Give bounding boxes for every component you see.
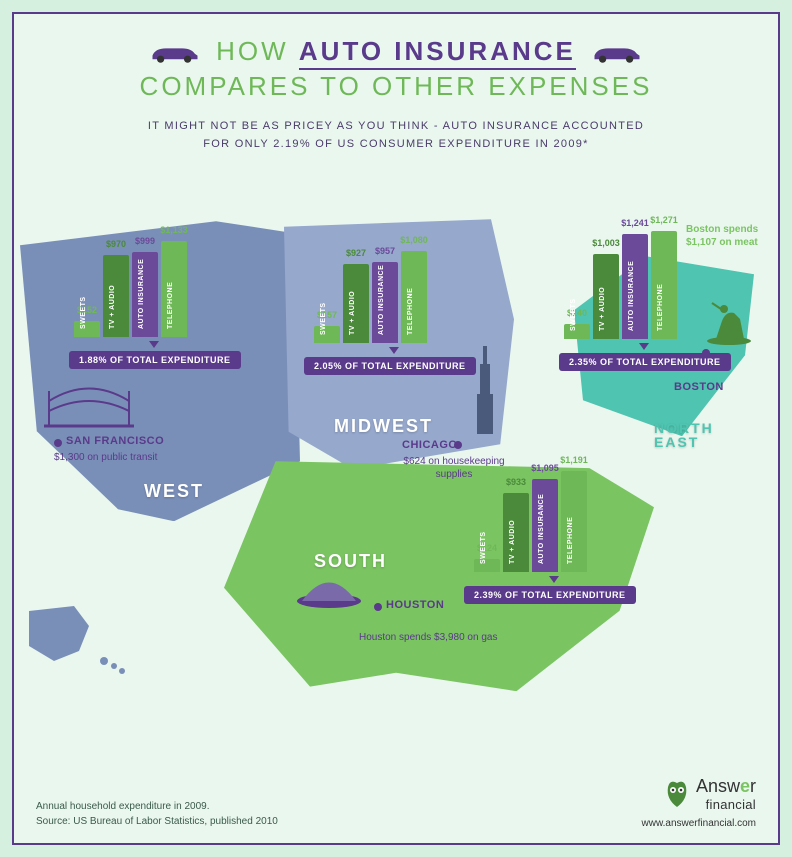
footnote-2: Source: US Bureau of Labor Statistics, p… [36,814,278,829]
header: HOW AUTO INSURANCE COMPARES TO OTHER EXP… [14,14,778,161]
golden-gate-icon [44,381,134,431]
bar-mw-sweets: $157SWEETS [314,326,340,343]
bar-s-tel: $1,191TELEPHONE [561,471,587,572]
willis-tower-icon [476,346,494,434]
bar-ne-sweets: $140SWEETS [564,324,590,339]
bar-ne-auto: $1,241AUTO INSURANCE [622,234,648,339]
logo: Answer financial [642,776,757,812]
bar-s-auto: $1,095AUTO INSURANCE [532,479,558,572]
alaska-hawaii-icon [24,601,134,681]
houston-label: HOUSTON [386,599,444,611]
bar-mw-tv: $927TV + AUDIO [343,264,369,343]
footnote-1: Annual household expenditure in 2009. [36,799,278,814]
houston-note: Houston spends $3,980 on gas [359,631,497,644]
arrow-northeast [639,343,649,350]
car-right-icon [590,39,644,65]
logo-block: Answer financial www.answerfinancial.com [642,776,757,829]
label-northeast: NORTHEAST [654,421,714,449]
label-west: WEST [144,481,204,502]
bar-west-tv: $970TV + AUDIO [103,255,129,337]
footer: Annual household expenditure in 2009. So… [36,776,756,829]
footnotes: Annual household expenditure in 2009. So… [36,799,278,829]
title-line-2: COMPARES TO OTHER EXPENSES [44,71,748,102]
sf-note: $1,300 on public transit [54,451,157,464]
sf-label: SAN FRANCISCO [66,435,164,447]
astrodome-icon [294,569,364,609]
bar-s-sweets: $124SWEETS [474,559,500,572]
title-auto: AUTO INSURANCE [299,36,576,70]
bar-west-tel: $1,133TELEPHONE [161,241,187,337]
map-area: WEST MIDWEST SOUTH NORTHEAST $152SWEETS … [14,171,778,731]
chicago-note: $624 on housekeeping supplies [384,455,524,481]
subtitle-l1: IT MIGHT NOT BE AS PRICEY AS YOU THINK -… [44,118,748,136]
arrow-west [149,341,159,348]
title-line-1: HOW AUTO INSURANCE [216,36,576,67]
bar-west-auto: $999AUTO INSURANCE [132,252,158,337]
bar-mw-tel: $1,080TELEPHONE [401,251,427,343]
arrow-midwest [389,347,399,354]
pct-west: 1.88% OF TOTAL EXPENDITURE [69,351,241,369]
boston-label: BOSTON [674,381,724,393]
boston-note: Boston spends $1,107 on meat [686,223,766,249]
car-left-icon [148,39,202,65]
boston-statue-icon [704,291,754,346]
bar-mw-auto: $957AUTO INSURANCE [372,262,398,343]
owl-icon [664,779,690,809]
bar-west-sweets: $152SWEETS [74,321,100,337]
barset-northeast: $140SWEETS $1,003TV + AUDIO $1,241AUTO I… [564,231,677,339]
chicago-label: CHICAGO [402,439,457,451]
bar-ne-tel: $1,271TELEPHONE [651,231,677,339]
bar-ne-tv: $1,003TV + AUDIO [593,254,619,339]
infographic-frame: HOW AUTO INSURANCE COMPARES TO OTHER EXP… [12,12,780,845]
barset-west: $152SWEETS $970TV + AUDIO $999AUTO INSUR… [74,241,187,337]
url: www.answerfinancial.com [642,818,757,829]
subtitle-l2: FOR ONLY 2.19% OF US CONSUMER EXPENDITUR… [44,136,748,154]
title-how: HOW [216,36,289,66]
barset-south: $124SWEETS $933TV + AUDIO $1,095AUTO INS… [474,471,587,572]
pct-south: 2.39% OF TOTAL EXPENDITURE [464,586,636,604]
logo-sub: financial [696,797,756,812]
label-midwest: MIDWEST [334,416,433,437]
subtitle: IT MIGHT NOT BE AS PRICEY AS YOU THINK -… [44,118,748,153]
title-row: HOW AUTO INSURANCE [44,36,748,67]
logo-text: Answer [696,776,756,796]
arrow-south [549,576,559,583]
region-south [224,461,654,691]
pct-midwest: 2.05% OF TOTAL EXPENDITURE [304,357,476,375]
barset-midwest: $157SWEETS $927TV + AUDIO $957AUTO INSUR… [314,251,427,343]
bar-s-tv: $933TV + AUDIO [503,493,529,572]
